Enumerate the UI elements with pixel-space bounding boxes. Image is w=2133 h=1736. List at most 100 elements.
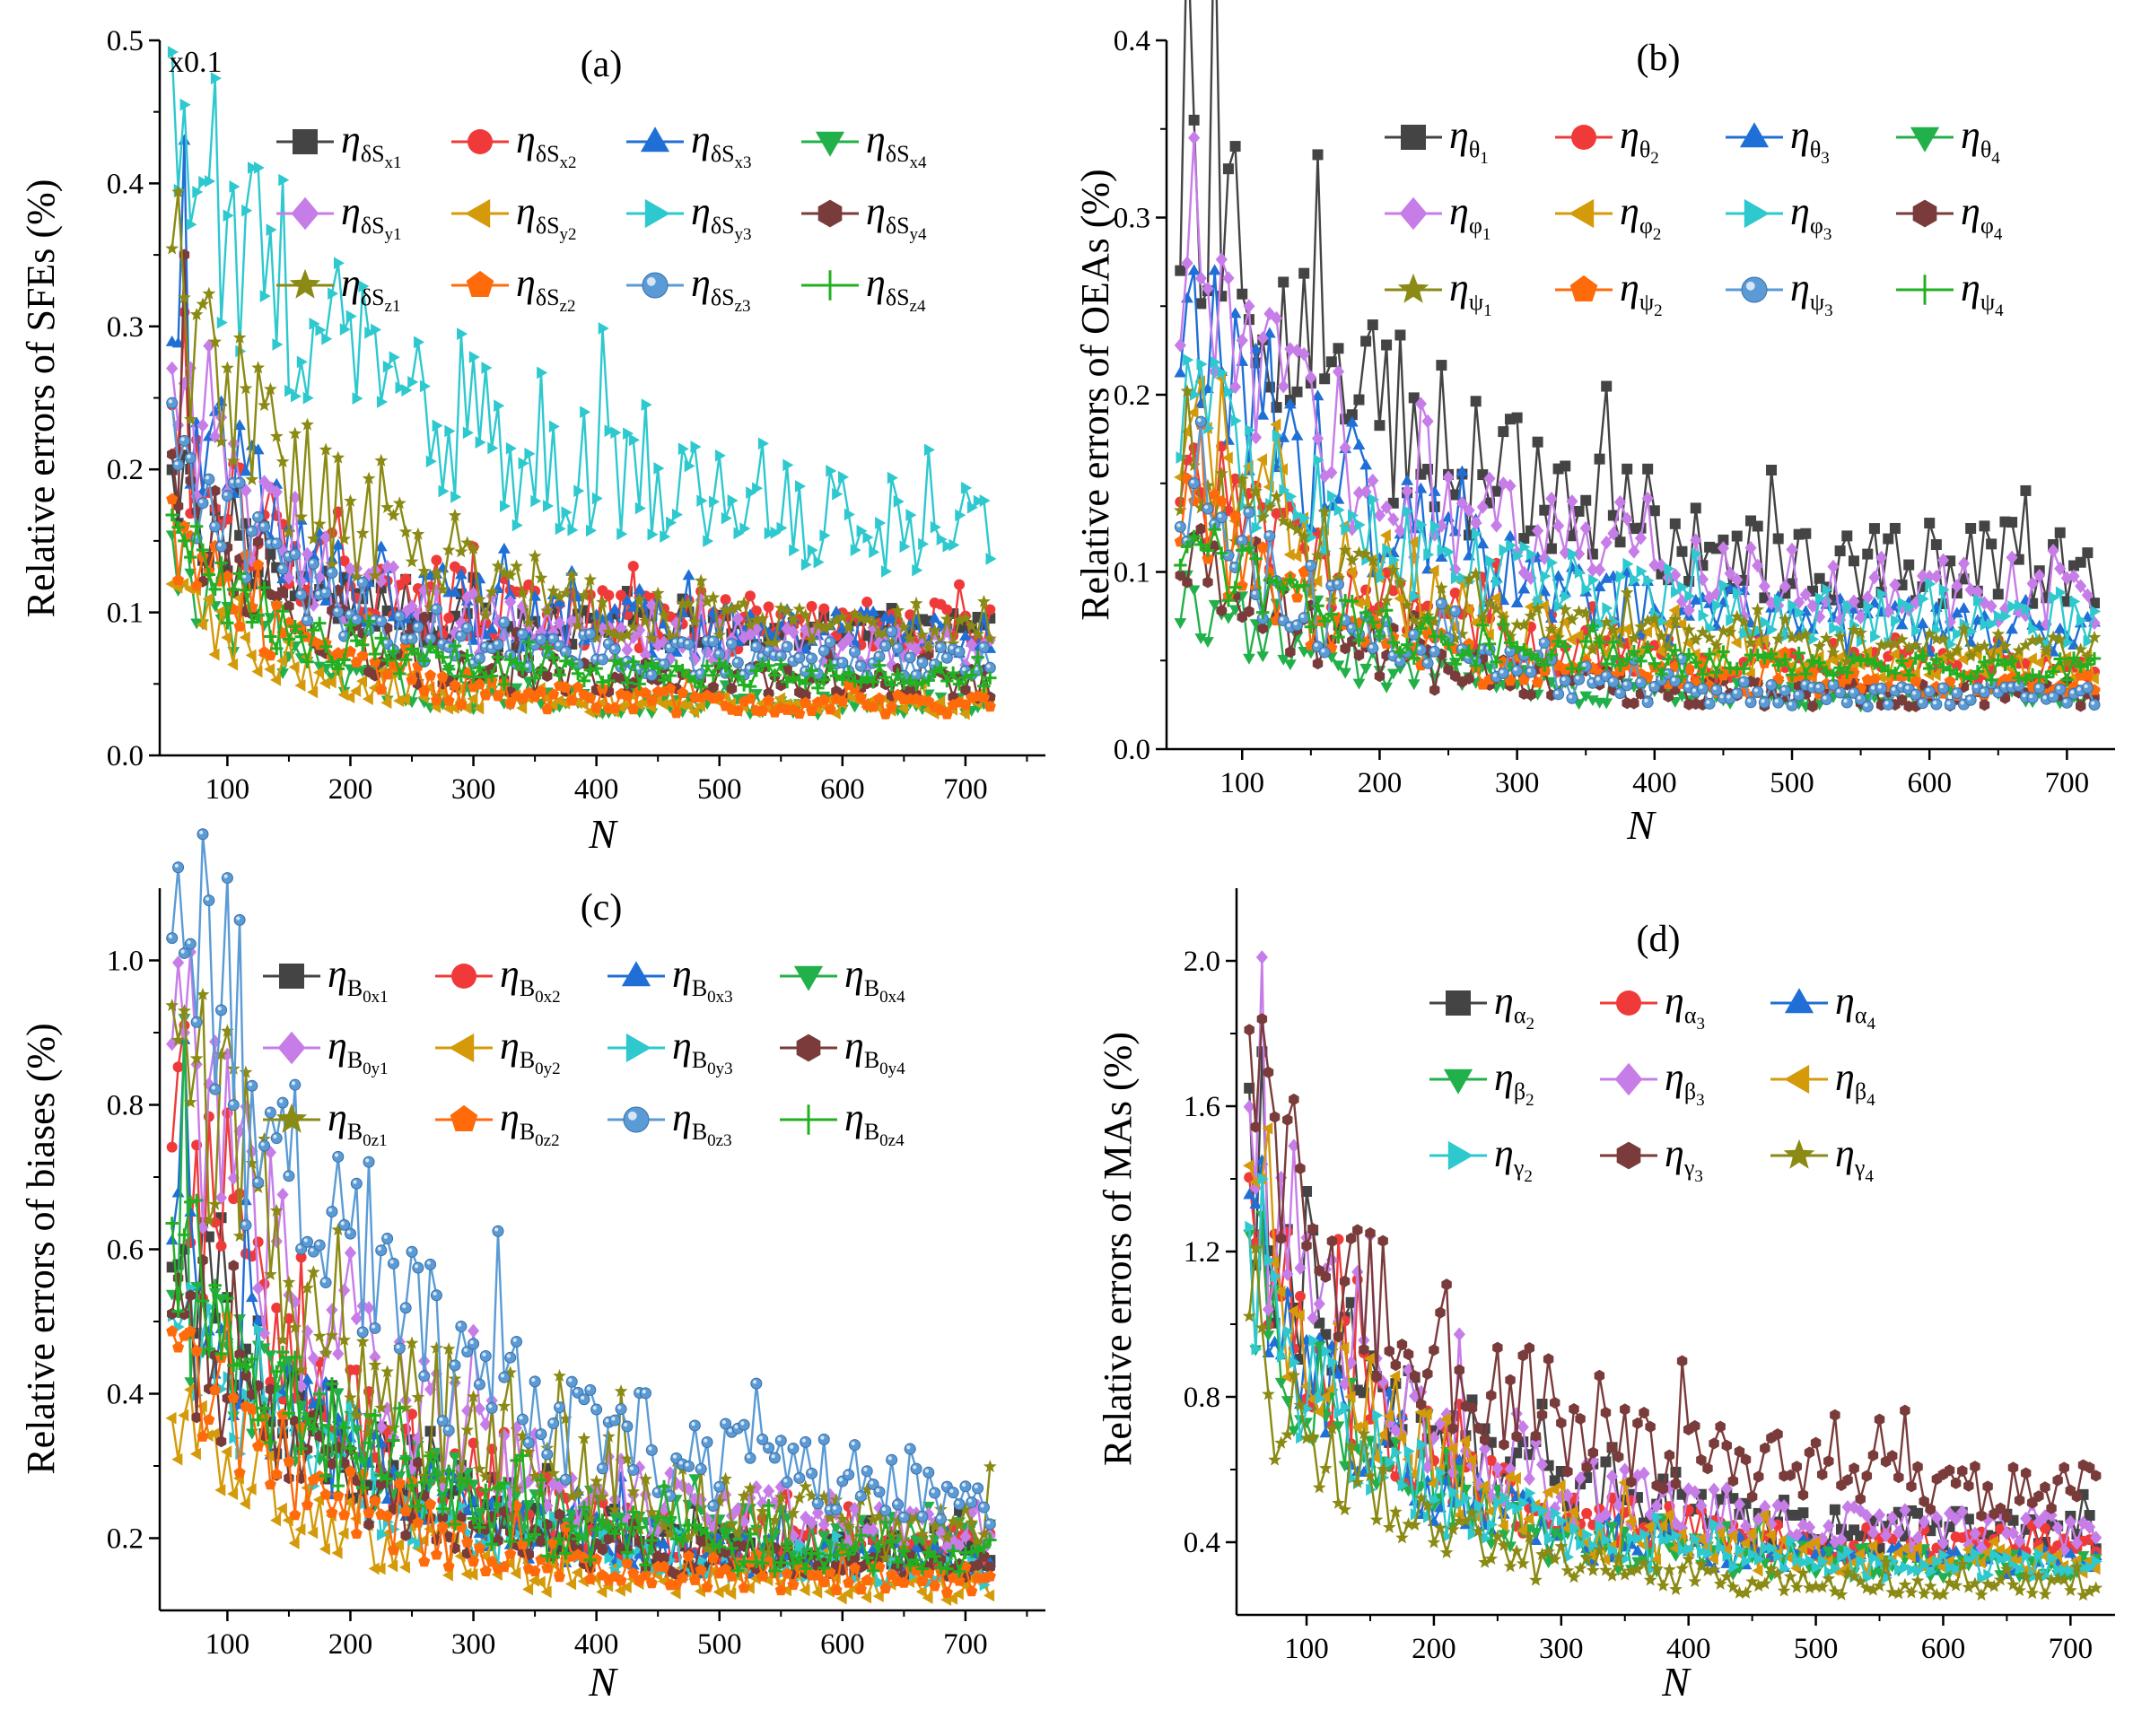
point-ηδSy2-85: [688, 705, 700, 719]
point-ηφ1-79: [1717, 541, 1730, 555]
point-ηδSy1-73: [615, 621, 627, 635]
legend-entry-ηδSz3: ηδSz3: [626, 261, 750, 316]
point-ηδSy1-55: [504, 595, 517, 609]
point-ηδSz3-44-highlight: [439, 640, 443, 645]
point-ηδSz2-34: [375, 683, 388, 695]
point-ηδSy3-55: [505, 441, 517, 455]
point-ηδSx2-28: [338, 555, 350, 567]
point-ηψ3-90-highlight: [1795, 692, 1799, 696]
point-ηδSz2-61: [541, 702, 554, 715]
point-ηφ3-94: [1822, 583, 1833, 597]
point-ηθ4-34: [1407, 679, 1421, 691]
point-ηδSy1-39: [406, 599, 418, 614]
point-ηB0x4-90: [719, 1530, 732, 1541]
point-ηθ4-15: [1277, 654, 1290, 666]
point-ηψ4-33: [1400, 638, 1414, 651]
point-ηψ3-47-highlight: [1499, 669, 1504, 674]
point-ηδSz3-98-highlight: [771, 651, 775, 657]
point-ηψ3-21-highlight: [1321, 649, 1325, 653]
point-ηδSy3-83: [677, 442, 689, 456]
point-ηψ3-56: [1559, 675, 1571, 687]
point-ηφ3-102: [1876, 588, 1888, 601]
point-ηψ3-109: [1923, 685, 1936, 698]
point-ηδSz3-100: [781, 641, 793, 653]
point-ηB0z2-25: [319, 1488, 332, 1500]
point-ηφ4-10: [1244, 605, 1254, 618]
legend-marker-ηψ4: [1910, 275, 1940, 305]
legend-entry-ηδSy1: ηδSy1: [276, 189, 402, 244]
point-ηφ2-7: [1221, 451, 1233, 465]
point-ηψ1-68: [1640, 614, 1655, 627]
point-ηψ1-94: [1819, 631, 1833, 644]
legend-entry-ηθ2: ηθ2: [1555, 113, 1659, 168]
point-ηδSy3-101: [789, 544, 800, 557]
point-ηδSz1-58: [521, 615, 536, 629]
point-ηφ1-6: [1215, 252, 1228, 267]
point-ηδSz3-30-highlight: [353, 615, 357, 620]
point-ηψ3-125: [2033, 682, 2046, 694]
point-ηδSy3-46: [450, 490, 462, 503]
point-ηδSz4-104: [805, 664, 818, 677]
point-ηδSy3-36: [389, 351, 400, 364]
point-ηψ1-116: [1971, 641, 1985, 654]
point-ηφ3-84: [1753, 624, 1764, 637]
legend-marker-ηφ3: [1744, 198, 1770, 229]
point-ηψ3-93: [1814, 682, 1826, 694]
point-ηB0x4-106: [817, 1531, 831, 1542]
point-ηδSz3-125-highlight: [937, 643, 941, 648]
point-ηδSy2-9: [221, 631, 232, 644]
point-ηδSz1-133: [983, 632, 997, 645]
point-ηψ4-35: [1414, 622, 1428, 635]
point-ηθ4-0: [1174, 618, 1187, 630]
point-ηB0y1-14: [252, 1281, 265, 1295]
point-ηψ4-9: [1236, 544, 1249, 557]
point-ηδSz3-132-highlight: [980, 643, 984, 648]
point-ηψ4-72: [1668, 643, 1682, 657]
point-ηφ3-70: [1657, 615, 1668, 628]
point-ηδSz4-52: [485, 669, 499, 683]
point-ηφ1-95: [1827, 559, 1840, 574]
point-ηθ1-132: [2082, 547, 2094, 559]
point-ηδSx3-103: [799, 642, 812, 654]
point-ηδSy3-22: [302, 391, 314, 405]
point-ηB0y2-20: [288, 1537, 300, 1549]
point-ηψ3-124-highlight: [2029, 694, 2033, 699]
point-ηψ3-90: [1793, 689, 1805, 702]
point-ηB0y2-123: [922, 1592, 933, 1604]
point-ηθ1-110: [1930, 539, 1942, 551]
point-ηδSz3-31: [356, 576, 369, 589]
point-ηB0y2-9: [221, 1445, 232, 1459]
point-ηψ3-112: [1944, 698, 1956, 711]
point-ηδSy1-120: [904, 636, 916, 651]
point-ηδSy2-6: [202, 592, 214, 606]
point-ηδSz3-92-highlight: [734, 659, 739, 663]
point-ηδSy2-86: [694, 699, 705, 712]
point-ηψ4-2: [1187, 529, 1201, 544]
point-ηδSz2-102: [793, 707, 806, 720]
point-ηψ3-57: [1566, 692, 1578, 704]
point-ηδSz1-71: [601, 624, 616, 638]
point-ηψ1-28: [1366, 554, 1380, 567]
point-ηψ4-60: [1586, 619, 1600, 633]
point-ηδSy3-44: [438, 484, 450, 498]
point-ηψ4-116: [1971, 665, 1985, 678]
point-ηδSz3-88: [707, 635, 720, 648]
x-tick-label-a-5: 600: [820, 773, 865, 806]
point-ηφ1-8: [1228, 379, 1242, 395]
point-ηB0y2-27: [331, 1547, 343, 1559]
point-ηψ3-73-highlight: [1678, 655, 1683, 659]
point-ηδSy2-18: [275, 654, 287, 667]
point-ηδSz4-13: [245, 615, 259, 629]
point-ηδSz3-0: [166, 397, 179, 409]
point-ηθ1-91: [1800, 528, 1812, 539]
legend-marker-ηδSx1: [293, 129, 318, 154]
point-ηφ4-105: [1896, 694, 1908, 706]
point-ηψ3-38: [1435, 598, 1447, 610]
point-ηδSx3-72: [608, 602, 622, 614]
point-ηδSz2-43: [430, 694, 442, 706]
point-ηδSz1-5: [196, 297, 210, 310]
point-ηB0y2-28: [337, 1527, 349, 1540]
point-ηψ1-17: [1290, 522, 1304, 536]
point-ηδSy2-38: [398, 693, 410, 706]
point-ηδSz1-106: [817, 621, 831, 634]
